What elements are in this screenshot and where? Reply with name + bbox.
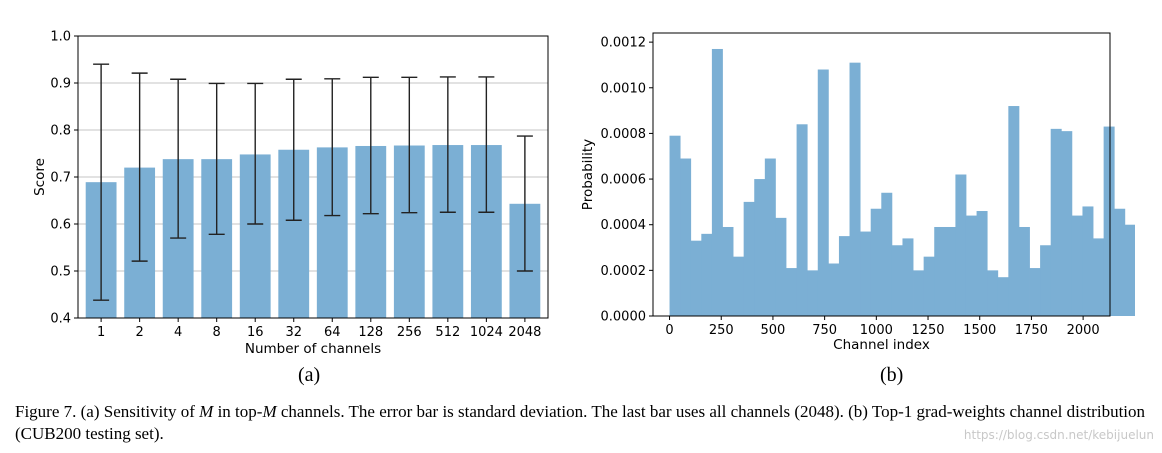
x-tick-label: 1500 (963, 323, 996, 338)
histogram-bar (817, 69, 829, 316)
histogram-bar (1103, 126, 1115, 317)
histogram-bar (987, 270, 999, 316)
histogram-bar (860, 231, 872, 316)
caption-text-2: in top- (213, 402, 263, 421)
histogram-bar (1114, 208, 1126, 316)
histogram-bar (1018, 226, 1030, 316)
histogram-bar (796, 124, 808, 317)
histogram-bar (690, 240, 702, 316)
histogram-bar (913, 270, 925, 316)
x-tick-label: 256 (397, 325, 422, 340)
histogram-bar (881, 192, 893, 316)
histogram-bar (743, 201, 755, 316)
y-tick-label: 0.5 (50, 265, 71, 280)
y-tick-label: 0.7 (50, 171, 71, 186)
histogram-bar (733, 256, 745, 316)
histogram-bar (680, 158, 692, 316)
x-axis-label: Channel index (833, 337, 930, 353)
y-tick-label: 0.8 (50, 124, 71, 139)
histogram-bar (669, 135, 681, 316)
x-tick-label: 16 (247, 325, 264, 340)
x-tick-label: 4 (174, 325, 182, 340)
x-tick-label: 8 (213, 325, 221, 340)
histogram-bar (828, 263, 840, 316)
x-tick-label: 1750 (1015, 323, 1048, 338)
plot-frame (77, 35, 549, 319)
y-tick-label: 0.0006 (601, 173, 647, 188)
x-tick-label: 64 (324, 325, 341, 340)
figure-caption: Figure 7. (a) Sensitivity of M in top-M … (15, 401, 1150, 445)
x-tick-label: 32 (285, 325, 302, 340)
y-tick-label: 0.0012 (601, 36, 647, 51)
histogram-bar (775, 217, 787, 316)
y-tick-label: 0.6 (50, 218, 71, 233)
histogram-bar (891, 245, 903, 316)
x-tick-label: 1250 (911, 323, 944, 338)
histogram-bar (944, 226, 956, 316)
histogram-bar (923, 256, 935, 316)
histogram-bar (701, 233, 713, 316)
histogram-bar (722, 226, 734, 316)
y-tick-label: 0.0008 (601, 127, 647, 142)
watermark: https://blog.csdn.net/kebijuelun (963, 428, 1154, 442)
histogram-bar (1071, 215, 1083, 316)
chart-a: 0.4 0.5 0.6 0.7 0.8 0.9 1.0 1 2 4 8 16 32 64 128 256 512… (32, 30, 549, 357)
histogram-bar (807, 270, 819, 316)
histogram-bar (838, 236, 850, 316)
chart-b: 0.0000 0.0002 0.0004 0.0006 0.0008 0.0010 0.00… (580, 32, 1135, 353)
histogram-bar (976, 211, 988, 316)
x-tick-label: 1 (97, 325, 105, 340)
histogram-bar (1124, 224, 1135, 316)
histogram-bar (902, 238, 914, 316)
plot-frame (652, 32, 1111, 317)
histogram-bar (786, 268, 797, 316)
histogram-bar (1029, 268, 1041, 316)
histogram-bar (1050, 128, 1062, 316)
y-tick-label: 1.0 (50, 30, 71, 45)
histogram-bar (711, 48, 723, 317)
histogram-bar (1040, 245, 1052, 316)
histogram-bar (1061, 131, 1073, 316)
x-tick-label: 512 (435, 325, 460, 340)
x-tick-label: 500 (761, 323, 786, 338)
x-tick-label: 0 (665, 323, 673, 338)
histogram-bar (955, 174, 967, 316)
y-tick-label: 0.4 (50, 312, 71, 327)
caption-text-1: Figure 7. (a) Sensitivity of (15, 402, 200, 421)
histogram-bar (764, 158, 776, 316)
histogram-bar (1082, 206, 1094, 316)
x-tick-label: 2048 (508, 325, 541, 340)
histogram-bar (870, 208, 882, 316)
histogram-bar (1008, 106, 1020, 316)
y-tick-label: 0.0000 (601, 310, 647, 325)
histogram-bar (1093, 238, 1105, 316)
x-tick-label: 1000 (860, 323, 893, 338)
histogram-bar (997, 277, 1009, 316)
y-tick-label: 0.0004 (601, 218, 647, 233)
y-axis-label: Score (32, 158, 48, 196)
y-tick-label: 0.0002 (601, 264, 647, 279)
caption-text-3: channels. The error bar is standard devi… (15, 402, 1146, 443)
histogram-bar (754, 179, 766, 316)
histogram-bar (934, 226, 946, 316)
x-tick-label: 1024 (470, 325, 503, 340)
x-tick-label: 2000 (1067, 323, 1100, 338)
y-axis-label: Probability (580, 139, 596, 210)
histogram-bar (849, 62, 861, 316)
caption-math-m-2: M (262, 402, 277, 421)
x-tick-label: 250 (709, 323, 734, 338)
x-tick-label: 2 (135, 325, 143, 340)
x-tick-label: 128 (358, 325, 383, 340)
x-tick-label: 750 (812, 323, 837, 338)
panel-label-b: (b) (880, 364, 904, 386)
histogram-bar (965, 215, 977, 316)
caption-math-m-1: M (199, 402, 214, 421)
panel-label-a: (a) (298, 364, 321, 386)
x-axis-label: Number of channels (245, 341, 381, 357)
y-tick-label: 0.9 (50, 77, 71, 92)
y-tick-label: 0.0010 (601, 81, 647, 96)
